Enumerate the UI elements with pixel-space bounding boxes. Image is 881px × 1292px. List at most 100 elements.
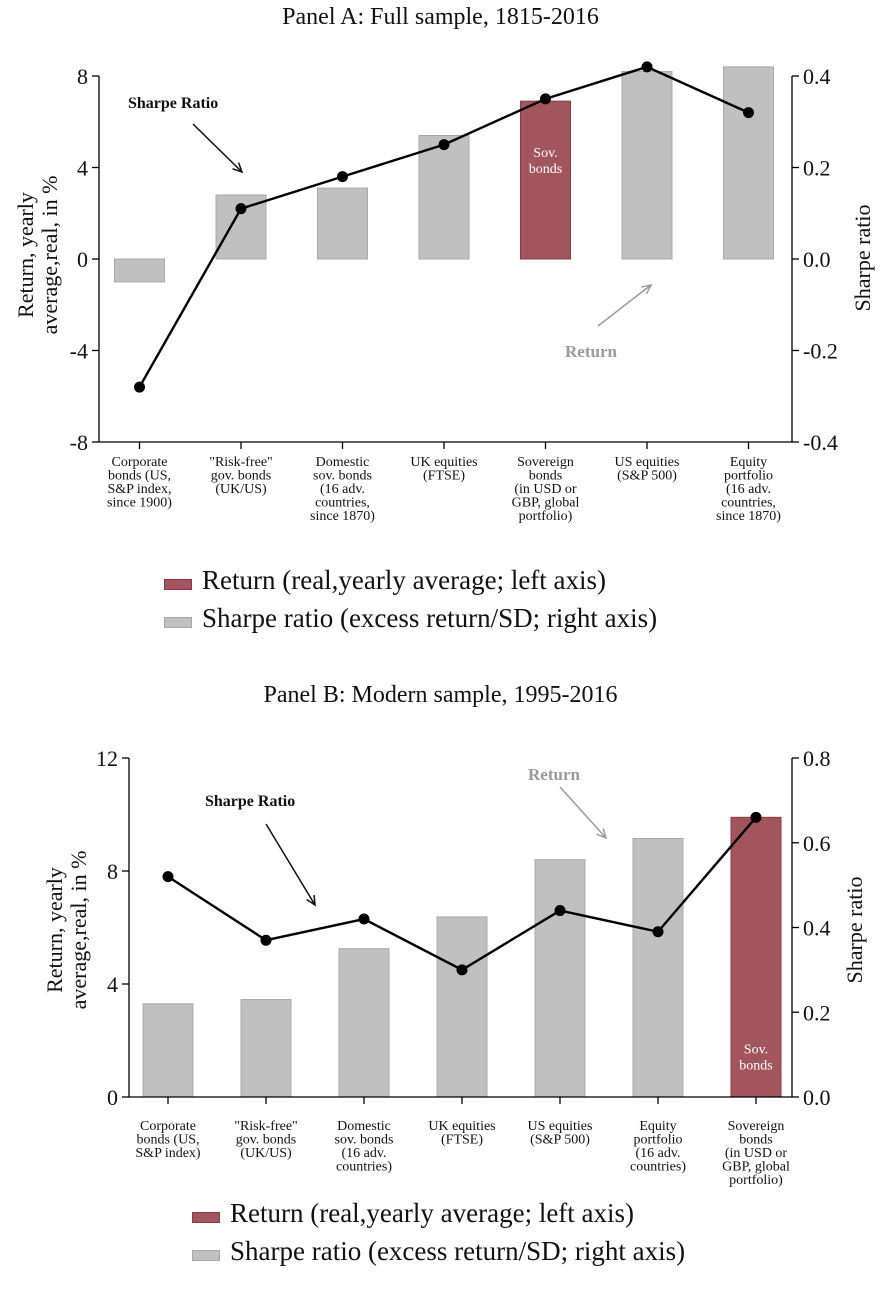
category-label: sov. bonds bbox=[313, 469, 372, 484]
return-point bbox=[743, 107, 754, 119]
sharpe-ratio-annotation: Sharpe Ratio bbox=[205, 793, 295, 810]
left-tick-label: 4 bbox=[107, 972, 118, 997]
category-label: "Risk-free" bbox=[234, 1119, 298, 1134]
sharpe-bar bbox=[723, 66, 774, 260]
category-label: Corporate bbox=[112, 455, 168, 470]
category-label: portfolio bbox=[724, 469, 773, 484]
legend-label-return: Return (real,yearly average; left axis) bbox=[230, 1198, 635, 1228]
legend-label-sharpe: Sharpe ratio (excess return/SD; right ax… bbox=[230, 1236, 686, 1266]
left-axis-title: Return, yearlyaverage,real, in % bbox=[42, 851, 91, 1010]
right-tick-label: 0.0 bbox=[803, 1085, 831, 1110]
right-tick-label: 0.8 bbox=[803, 746, 831, 771]
highlight-bar-label: Sov. bbox=[744, 1042, 768, 1057]
category-label: bonds (US, bbox=[108, 469, 171, 484]
return-point bbox=[162, 871, 174, 883]
return-point bbox=[456, 964, 468, 976]
left-tick-label: 8 bbox=[107, 859, 118, 884]
legend-swatch-return bbox=[192, 1212, 220, 1223]
category-label: (S&P 500) bbox=[530, 1133, 590, 1148]
category-label: portfolio bbox=[634, 1133, 683, 1148]
return-point bbox=[641, 61, 653, 73]
category-label: UK equities bbox=[428, 1119, 495, 1134]
return-point bbox=[134, 381, 145, 393]
category-label: Equity bbox=[730, 455, 767, 470]
panel-a-title: Panel A: Full sample, 1815-2016 bbox=[282, 4, 599, 30]
sharpe-bar bbox=[240, 999, 292, 1098]
highlight-bar-label: Sov. bbox=[533, 146, 557, 161]
return-annotation-arrow bbox=[559, 786, 607, 839]
sharpe-annotation-arrow bbox=[192, 123, 243, 173]
category-label: (UK/US) bbox=[240, 1146, 292, 1161]
right-tick-label: -0.2 bbox=[803, 339, 838, 364]
category-label: "Risk-free" bbox=[209, 455, 273, 470]
category-label: portfolio) bbox=[519, 509, 573, 524]
category-label: Sovereign bbox=[517, 455, 574, 470]
return-annotation: Return bbox=[565, 342, 617, 361]
left-tick-label: 4 bbox=[77, 156, 88, 181]
sharpe-bar bbox=[436, 916, 488, 1098]
category-label: Sovereign bbox=[728, 1119, 785, 1134]
category-label: US equities bbox=[528, 1119, 593, 1134]
right-tick-label: 0.6 bbox=[803, 831, 831, 856]
left-axis-title: Return, yearlyaverage,real, in % bbox=[13, 176, 62, 335]
return-point bbox=[358, 913, 370, 925]
category-label: Corporate bbox=[140, 1119, 196, 1134]
left-tick-label: -4 bbox=[70, 339, 88, 364]
right-tick-label: 0.2 bbox=[803, 156, 831, 181]
right-tick-label: -0.4 bbox=[803, 430, 838, 455]
category-label: GBP, global bbox=[722, 1160, 790, 1175]
panel-b-title: Panel B: Modern sample, 1995-2016 bbox=[263, 682, 618, 708]
sharpe-annotation-arrow bbox=[265, 823, 316, 906]
category-label: gov. bonds bbox=[236, 1133, 297, 1148]
category-label: since 1870) bbox=[310, 509, 375, 524]
return-annotation: Return bbox=[528, 765, 580, 784]
sharpe-bar bbox=[114, 258, 165, 283]
right-tick-label: 0.4 bbox=[803, 64, 831, 89]
return-annotation-arrow-head bbox=[641, 283, 653, 295]
category-label: (UK/US) bbox=[215, 482, 267, 497]
sharpe-bar bbox=[418, 134, 470, 260]
category-label: bonds bbox=[529, 469, 562, 484]
category-label: GBP, global bbox=[512, 496, 580, 511]
sharpe-bar bbox=[534, 859, 586, 1098]
right-axis-title: Sharpe ratio bbox=[842, 877, 867, 984]
category-label: gov. bonds bbox=[211, 469, 272, 484]
legend-swatch-sharpe bbox=[192, 1250, 220, 1261]
return-point bbox=[235, 203, 247, 215]
category-label: portfolio) bbox=[729, 1173, 783, 1188]
return-point bbox=[652, 926, 664, 938]
left-tick-label: -8 bbox=[70, 430, 88, 455]
category-label: (16 adv. bbox=[342, 1146, 387, 1161]
category-label: S&P index, bbox=[107, 482, 171, 497]
category-label: Equity bbox=[639, 1119, 676, 1134]
return-annotation-arrow bbox=[597, 284, 652, 327]
category-label: countries) bbox=[336, 1160, 392, 1175]
legend-label-sharpe: Sharpe ratio (excess return/SD; right ax… bbox=[202, 603, 658, 633]
sharpe-annotation-arrow-head bbox=[232, 162, 244, 174]
legend-label-return: Return (real,yearly average; left axis) bbox=[202, 565, 607, 595]
return-point bbox=[337, 171, 348, 183]
return-point bbox=[554, 905, 566, 917]
category-label: sov. bonds bbox=[335, 1133, 394, 1148]
return-point bbox=[750, 811, 762, 823]
category-label: bonds bbox=[739, 1133, 772, 1148]
return-point bbox=[438, 139, 450, 151]
highlight-bar-label: bonds bbox=[529, 162, 562, 177]
left-tick-label: 12 bbox=[96, 746, 118, 771]
category-label: since 1870) bbox=[716, 509, 781, 524]
sharpe-bar bbox=[317, 187, 368, 260]
sharpe-bar bbox=[338, 948, 390, 1098]
highlight-bar-label: bonds bbox=[739, 1058, 772, 1073]
sharpe-ratio-annotation: Sharpe Ratio bbox=[128, 95, 218, 112]
category-label: (16 adv. bbox=[636, 1146, 681, 1161]
right-tick-label: 0.0 bbox=[803, 247, 831, 272]
right-tick-label: 0.2 bbox=[803, 1000, 831, 1025]
return-annotation-arrow-head bbox=[596, 828, 608, 840]
category-label: (FTSE) bbox=[441, 1133, 483, 1148]
right-tick-label: 0.4 bbox=[803, 916, 831, 941]
left-tick-label: 8 bbox=[77, 64, 88, 89]
return-point bbox=[260, 934, 272, 946]
category-label: (16 adv. bbox=[726, 482, 771, 497]
panel-b-chart: Sov.bonds048120.00.20.40.60.8Corporatebo… bbox=[42, 746, 867, 1188]
category-label: countries) bbox=[630, 1160, 686, 1175]
